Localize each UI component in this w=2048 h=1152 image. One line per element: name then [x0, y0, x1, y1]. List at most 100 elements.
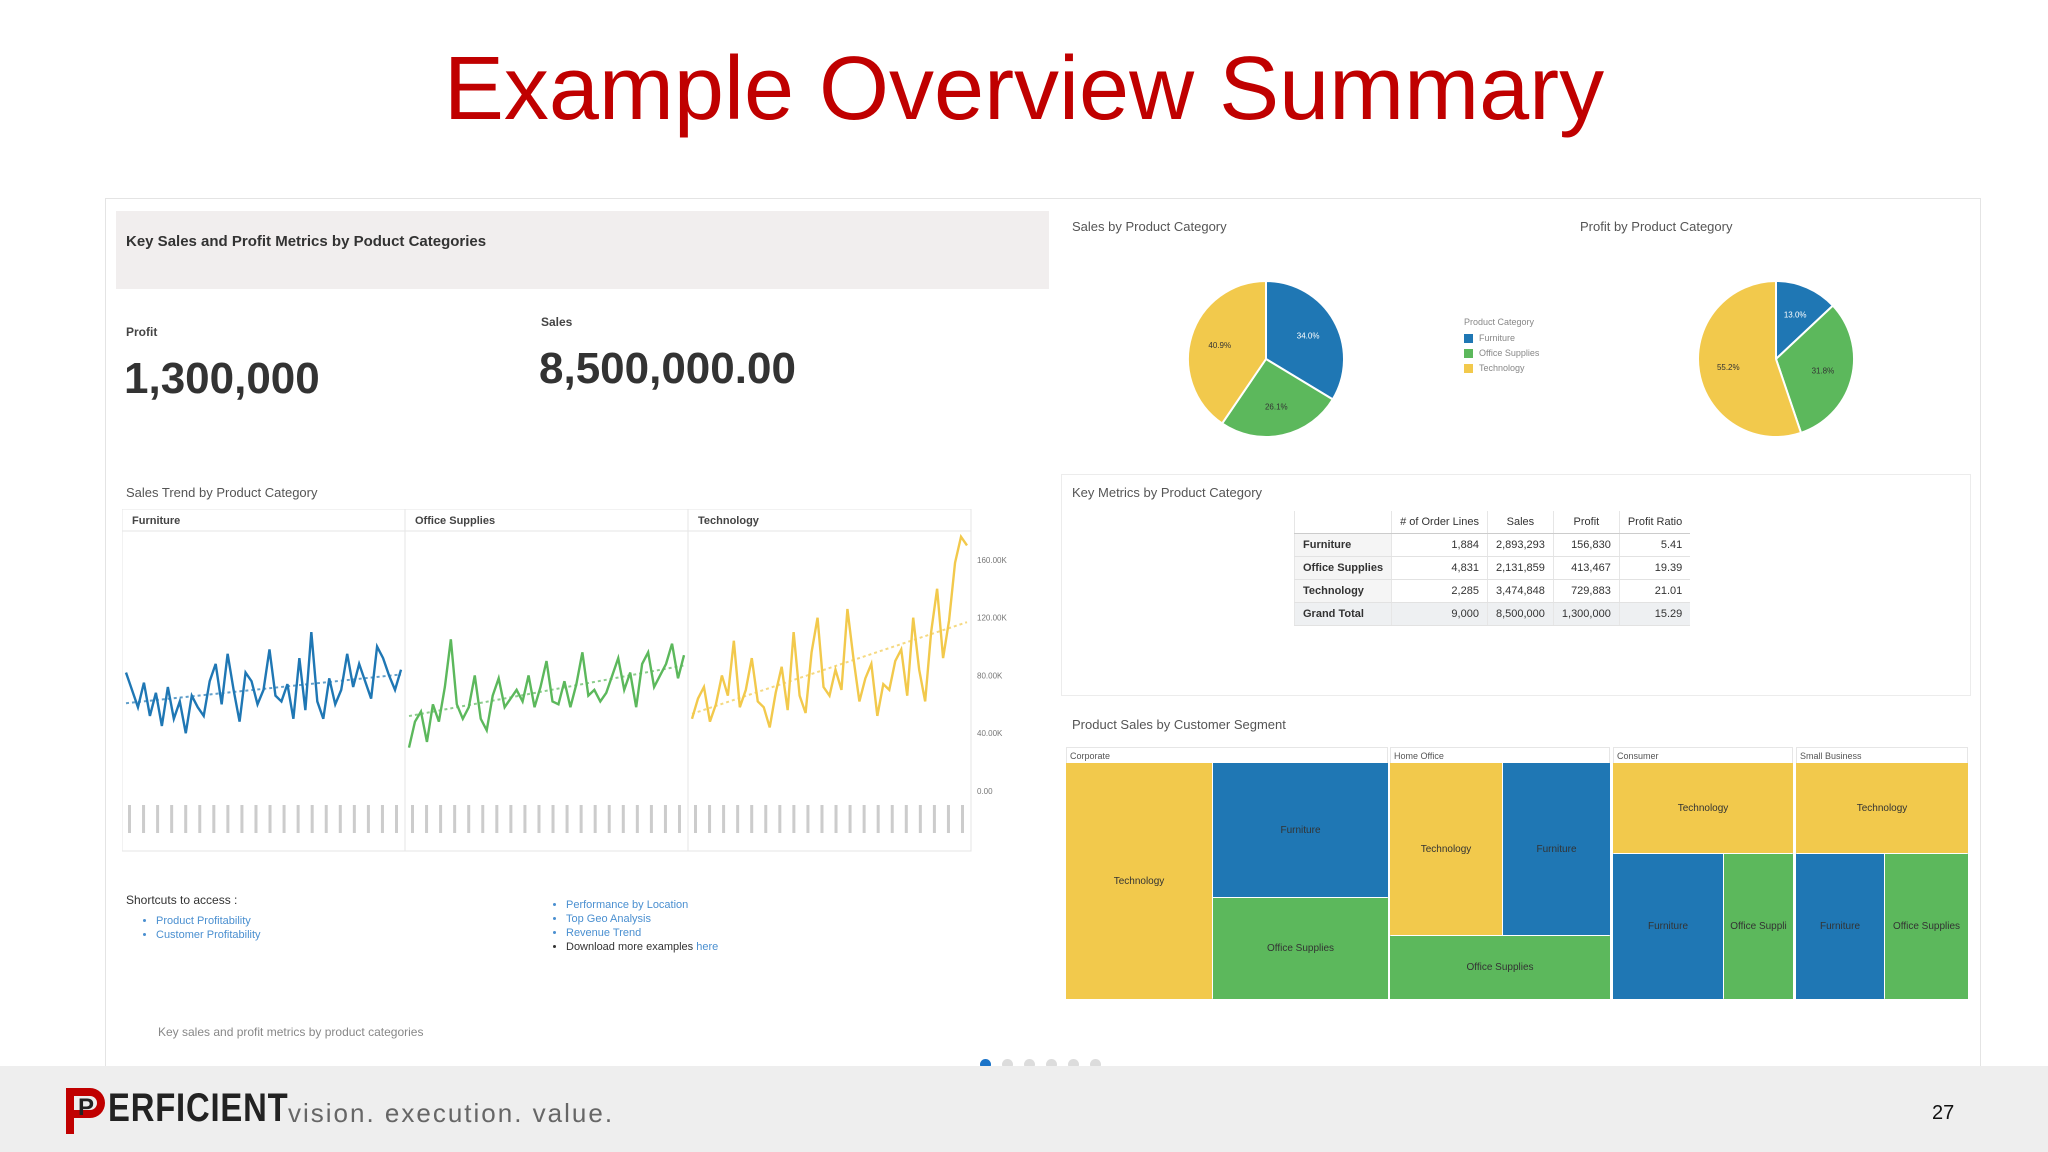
x-tick-mark [366, 805, 370, 833]
x-tick-mark [198, 805, 202, 833]
legend-swatch [1464, 363, 1473, 373]
y-tick-label: 0.00 [977, 787, 993, 796]
shortcut-link[interactable]: Product Profitability [156, 915, 261, 927]
sales-trend-title: Sales Trend by Product Category [126, 485, 318, 500]
pie-slice-technology[interactable] [1697, 279, 1803, 438]
treemap-cell-furniture[interactable]: Furniture [1503, 763, 1610, 935]
table-column-header: Profit Ratio [1618, 511, 1691, 534]
x-tick-mark [523, 805, 527, 833]
sales-value: 8,500,000.00 [539, 344, 796, 393]
shortcuts-right-list: Performance by Location Top Geo Analysis R… [536, 899, 718, 953]
x-tick-mark [352, 805, 356, 833]
x-tick-mark [593, 805, 597, 833]
pagination-dot[interactable] [1024, 1059, 1035, 1070]
x-tick-mark [663, 805, 667, 833]
pagination-dot[interactable] [1002, 1059, 1013, 1070]
legend-swatch [1464, 333, 1473, 343]
table-cell: 19.39 [1618, 556, 1691, 580]
download-here-link[interactable]: here [696, 941, 719, 953]
x-tick-mark [607, 805, 611, 833]
y-tick-label: 120.00K [977, 614, 1007, 623]
x-tick-mark [537, 805, 541, 833]
treemap-cell-furniture[interactable]: Furniture [1796, 854, 1884, 999]
pagination-dot[interactable] [980, 1059, 991, 1070]
treemap-cell-technology[interactable]: Technology [1066, 763, 1212, 999]
x-tick-mark [764, 805, 768, 833]
pie-slice-label: 55.2% [1717, 363, 1740, 372]
shortcuts-block: Shortcuts to access : Product Profitabil… [126, 893, 261, 943]
y-tick-label: 80.00K [977, 671, 1003, 680]
pie-slice-label: 13.0% [1784, 311, 1807, 320]
profit-label: Profit [126, 325, 158, 339]
x-tick-mark [282, 805, 286, 833]
x-tick-mark [142, 805, 146, 833]
table-cell: 2,131,859 [1486, 556, 1554, 580]
trend-line-technology[interactable] [690, 533, 968, 728]
pagination-dot[interactable] [1090, 1059, 1101, 1070]
x-tick-mark [565, 805, 569, 833]
treemap-cell-office-supplies[interactable]: Office Supplies [1390, 936, 1610, 999]
legend-label: Technology [1479, 363, 1525, 373]
shortcut-item[interactable]: Performance by Location [566, 899, 718, 911]
pie-slice-label: 40.9% [1208, 341, 1231, 350]
pagination-dot[interactable] [1068, 1059, 1079, 1070]
kpi-banner-title: Key Sales and Profit Metrics by Poduct C… [126, 233, 487, 250]
x-tick-mark [876, 805, 880, 833]
shortcut-item: Download more examples here [566, 941, 718, 953]
x-tick-mark [961, 805, 964, 833]
shortcut-item[interactable]: Revenue Trend [566, 927, 718, 939]
x-tick-mark [411, 805, 414, 833]
shortcuts-right-block: Performance by Location Top Geo Analysis R… [536, 899, 718, 955]
x-tick-mark [495, 805, 499, 833]
pie-slice-furniture[interactable] [1775, 279, 1835, 362]
x-tick-mark [453, 805, 457, 833]
shortcut-link[interactable]: Customer Profitability [156, 929, 261, 941]
sales-trend-chart: Furniture Office Supplies Technology 160.00… [122, 509, 1007, 852]
pie-slice-office-supplies[interactable] [1774, 304, 1855, 435]
x-tick-mark [170, 805, 174, 833]
table-cell: 21.01 [1618, 579, 1691, 603]
x-tick-mark [862, 805, 866, 833]
trend-line-office-supplies[interactable] [407, 639, 686, 748]
treemap-cell-office-supplies[interactable]: Office Suppli [1724, 854, 1793, 999]
x-tick-mark [946, 805, 950, 833]
x-tick-mark [338, 805, 342, 833]
table-cell: 5.41 [1618, 533, 1691, 557]
x-tick-mark [156, 805, 160, 833]
pagination-dot[interactable] [1046, 1059, 1057, 1070]
trend-panel-header: Technology [698, 515, 760, 527]
legend-item[interactable]: Technology [1464, 363, 1539, 373]
pie-slice-technology[interactable] [1187, 279, 1267, 425]
treemap-cell-furniture[interactable]: Furniture [1213, 763, 1388, 897]
trend-line-furniture[interactable] [124, 632, 403, 734]
dashboard-caption: Key sales and profit metrics by product … [158, 1025, 424, 1039]
shortcut-item[interactable]: Top Geo Analysis [566, 913, 718, 925]
pie-slice-office-supplies[interactable] [1220, 357, 1335, 438]
pie-slice-label: 34.0% [1297, 331, 1320, 340]
table-cell: 2,285 [1391, 579, 1488, 603]
key-metrics-panel: Key Metrics by Product Category # of Ord… [1061, 474, 1971, 696]
slide-title: Example Overview Summary [443, 39, 1605, 139]
legend-label: Furniture [1479, 333, 1516, 343]
x-tick-mark [708, 805, 712, 833]
table-cell: 15.29 [1618, 602, 1691, 626]
x-tick-mark [380, 805, 384, 833]
treemap-cell-technology[interactable]: Technology [1796, 763, 1968, 853]
y-tick-label: 160.00K [977, 556, 1007, 565]
treemap-cell-furniture[interactable]: Furniture [1613, 854, 1723, 999]
x-tick-mark [834, 805, 838, 833]
x-tick-mark [792, 805, 796, 833]
treemap-cell-office-supplies[interactable]: Office Supplies [1213, 898, 1388, 999]
table-cell: 729,883 [1552, 579, 1620, 603]
table-cell: Grand Total [1293, 602, 1392, 626]
treemap-cell-office-supplies[interactable]: Office Supplies [1885, 854, 1968, 999]
x-tick-mark [579, 805, 583, 833]
table-row: Office Supplies 4,831 2,131,859 413,467 19.3… [1293, 556, 1691, 580]
treemap-cell-technology[interactable]: Technology [1390, 763, 1502, 935]
treemap-cell-technology[interactable]: Technology [1613, 763, 1793, 853]
legend-item[interactable]: Office Supplies [1464, 348, 1539, 358]
dashboard-screenshot: Key Sales and Profit Metrics by Poduct C… [105, 198, 1981, 1076]
customer-segment-treemap: Corporate Technology Furniture Office Suppl… [1066, 747, 1970, 999]
x-tick-mark [254, 805, 258, 833]
legend-item[interactable]: Furniture [1464, 333, 1539, 343]
